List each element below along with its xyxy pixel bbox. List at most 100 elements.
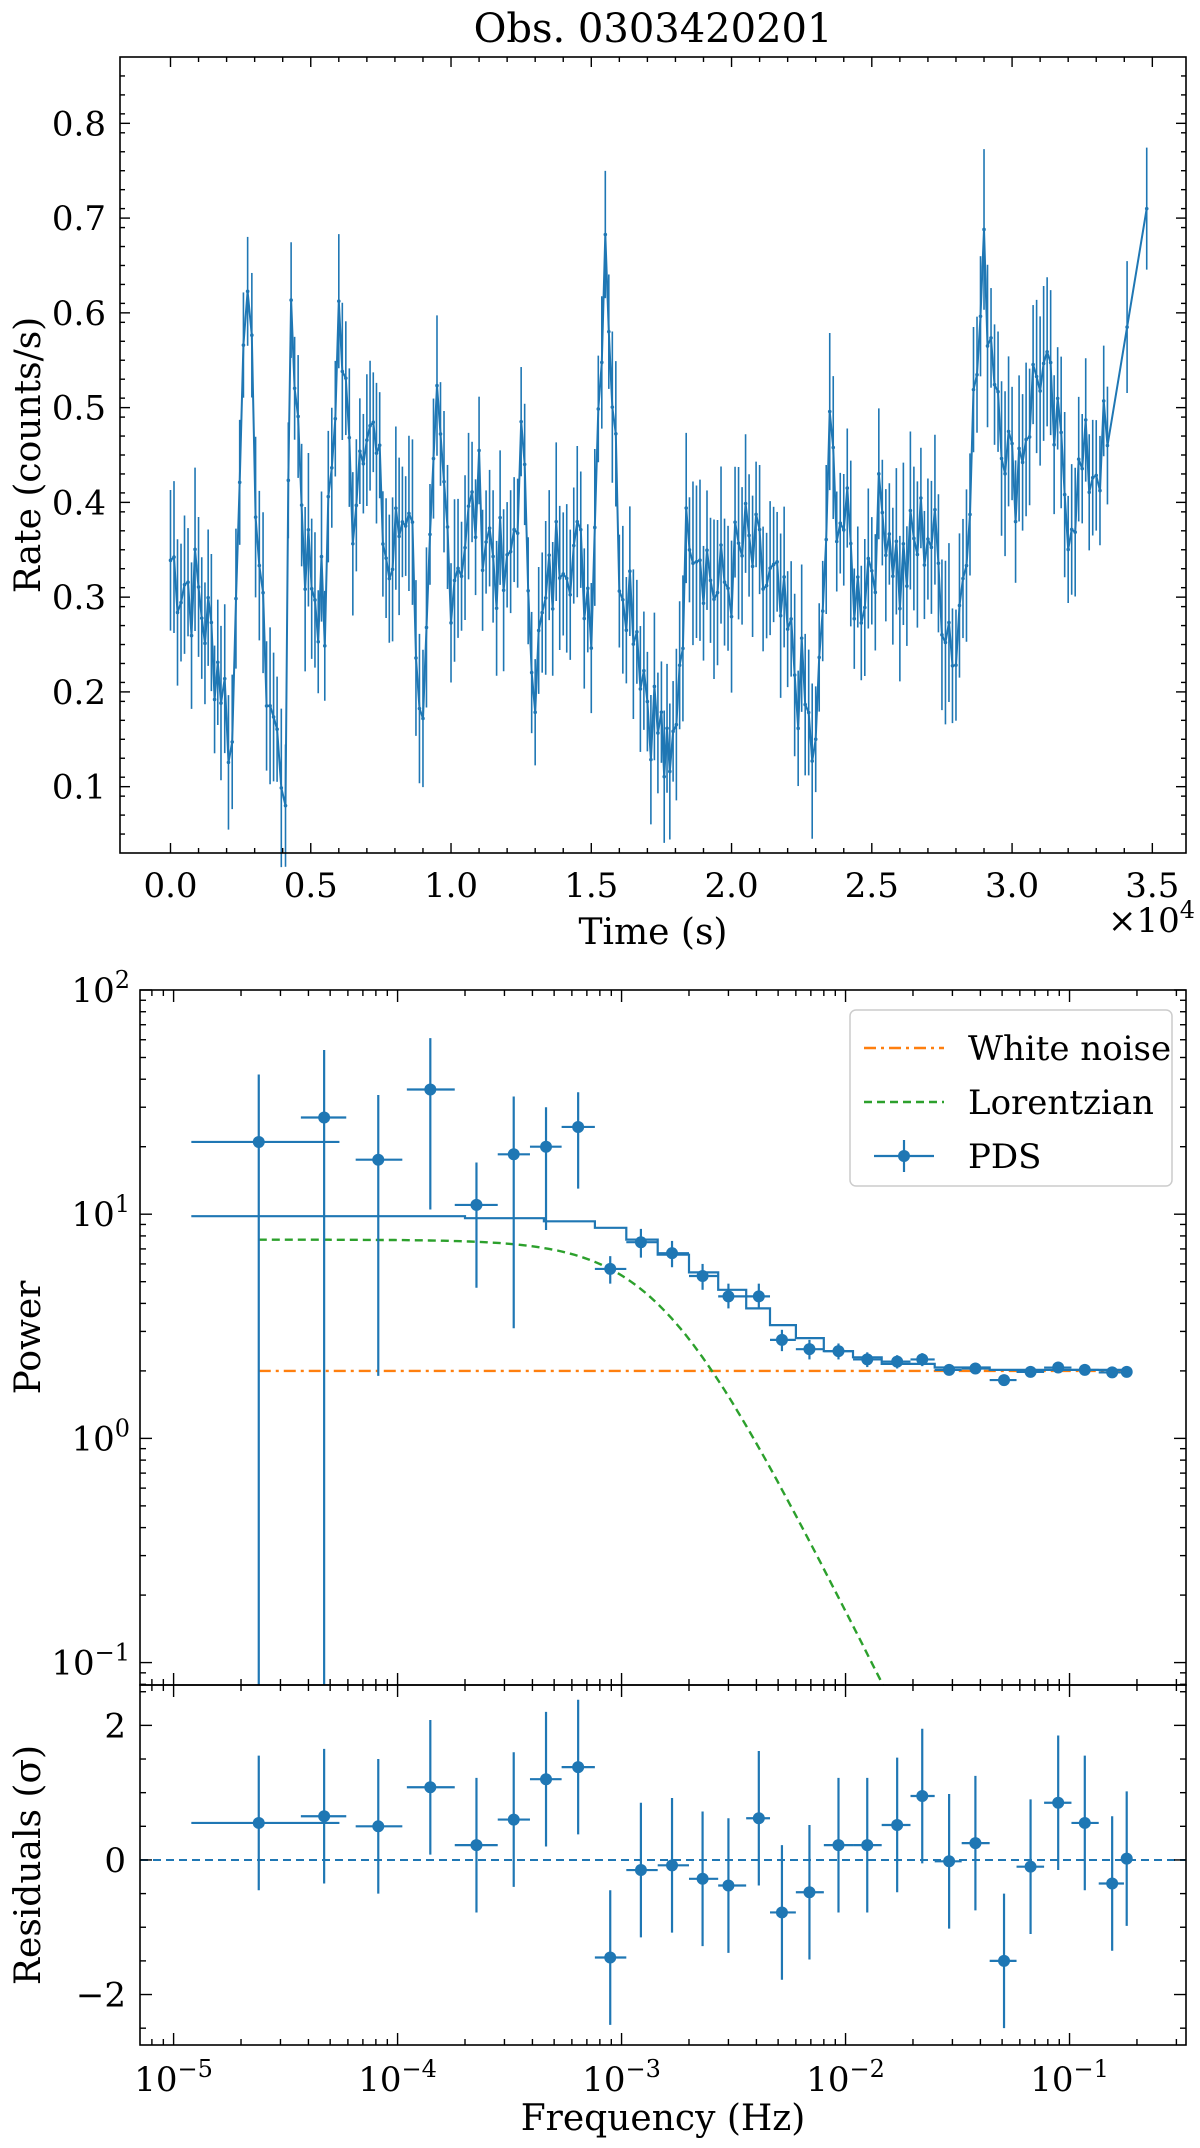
- residual-point-7: [529, 1711, 562, 1847]
- lightcurve-point: [838, 521, 843, 525]
- lightcurve-point: [501, 588, 506, 593]
- pds-marker: [507, 1148, 520, 1161]
- lightcurve-point: [1073, 530, 1077, 534]
- pds-marker: [752, 1290, 765, 1303]
- lightcurve-point: [957, 603, 962, 608]
- lightcurve-point: [729, 614, 734, 619]
- lightcurve-point: [866, 556, 871, 561]
- pds-point-13: [718, 1283, 747, 1309]
- x-tick-label: 1.5: [564, 866, 618, 906]
- lightcurve-point: [271, 715, 276, 719]
- residual-marker: [318, 1810, 331, 1823]
- lightcurve-point: [824, 537, 829, 542]
- pds-point-19: [881, 1355, 911, 1369]
- pds-marker: [318, 1111, 331, 1124]
- y-tick-label-10e2: 102: [71, 966, 130, 1011]
- residual-marker: [634, 1864, 647, 1877]
- residual-point-14: [746, 1750, 771, 1886]
- pds-marker: [722, 1290, 735, 1303]
- y-tick-label: 0.8: [52, 104, 106, 144]
- lightcurve-point: [351, 541, 355, 546]
- lightcurve-point: [172, 555, 176, 559]
- lightcurve-point: [175, 610, 180, 615]
- lightcurve-point: [505, 553, 509, 557]
- lightcurve-point: [459, 574, 464, 579]
- lightcurve-point: [400, 520, 405, 524]
- x-tick-label-10e-3: 10−3: [582, 2055, 661, 2100]
- residual-point-28: [1120, 1791, 1133, 1926]
- residual-marker: [722, 1879, 735, 1892]
- lightcurve-point: [261, 590, 265, 595]
- lightcurve-point: [452, 578, 457, 583]
- residual-point-4: [406, 1719, 455, 1855]
- lightcurve-point: [1006, 429, 1011, 434]
- residual-marker: [832, 1839, 845, 1852]
- lightcurve-point: [1041, 361, 1046, 366]
- pds-point-4: [406, 1038, 455, 1210]
- lightcurve-point: [964, 563, 969, 568]
- lightcurve-errorbars: [169, 147, 1148, 868]
- lightcurve-point: [778, 613, 783, 618]
- lightcurve-point: [519, 419, 523, 424]
- lightcurve-point: [681, 646, 685, 651]
- lightcurve-point: [354, 503, 359, 508]
- lightcurve-point: [377, 443, 382, 448]
- lightcurve-point: [206, 595, 210, 600]
- residual-point-20: [910, 1728, 935, 1864]
- lightcurve-point: [186, 580, 190, 585]
- lightcurve-point: [715, 590, 720, 595]
- lightcurve-point: [600, 360, 604, 365]
- lightcurve-point: [768, 566, 772, 570]
- lightcurve-point: [694, 559, 699, 564]
- lightcurve-point: [971, 387, 976, 392]
- pds-point-14: [746, 1283, 771, 1309]
- residual-marker: [916, 1790, 929, 1803]
- residual-marker: [424, 1781, 437, 1794]
- lightcurve-point: [638, 687, 643, 691]
- residual-point-10: [626, 1802, 658, 1938]
- pds-marker: [1106, 1366, 1119, 1379]
- pds-point-2: [300, 1049, 347, 1685]
- lightcurve-point: [701, 601, 706, 606]
- y-tick-label: 0.2: [52, 673, 106, 713]
- residual-marker: [1120, 1852, 1133, 1865]
- lightcurve-point: [543, 596, 548, 600]
- legend-entry-2: Lorentzian: [864, 1083, 1154, 1123]
- x-tick-label: 2.5: [845, 866, 899, 906]
- lightcurve-point: [726, 586, 730, 591]
- lightcurve-point: [1017, 446, 1021, 451]
- lightcurve-point: [803, 702, 807, 707]
- lightcurve-point: [424, 625, 429, 630]
- x-tick-label-10e-1-base: 10: [1030, 2060, 1073, 2100]
- lightcurve-point: [564, 576, 569, 581]
- pds-point-12: [688, 1263, 719, 1290]
- residual-marker: [540, 1773, 553, 1786]
- lightcurve-point: [1066, 547, 1070, 552]
- lightcurve-point: [915, 552, 920, 557]
- lightcurve-point: [912, 536, 916, 541]
- pds-marker: [372, 1153, 385, 1166]
- lightcurve-point: [508, 549, 513, 554]
- lightcurve-point: [848, 541, 853, 546]
- pds-marker: [998, 1374, 1011, 1387]
- lightcurve-point: [226, 760, 231, 765]
- lightcurve-point: [614, 432, 618, 436]
- lightcurve-point: [245, 289, 250, 294]
- lightcurve-point: [617, 589, 622, 593]
- lightcurve-point: [785, 627, 790, 631]
- y-tick-label-10e1: 101: [71, 1190, 130, 1235]
- pds-point-3: [355, 1095, 403, 1376]
- x-axis-label: Time (s): [579, 912, 728, 953]
- residual-marker: [752, 1812, 765, 1825]
- residual-point-27: [1098, 1816, 1124, 1951]
- pds-marker: [803, 1343, 816, 1356]
- lightcurve-point: [887, 532, 892, 536]
- residual-point-8: [561, 1699, 595, 1835]
- residual-marker: [1024, 1860, 1037, 1873]
- residual-marker: [775, 1906, 788, 1919]
- residual-marker: [803, 1886, 816, 1899]
- lightcurve-point: [491, 554, 495, 559]
- x-tick-label: 2.0: [705, 866, 759, 906]
- pds-marker: [775, 1333, 788, 1346]
